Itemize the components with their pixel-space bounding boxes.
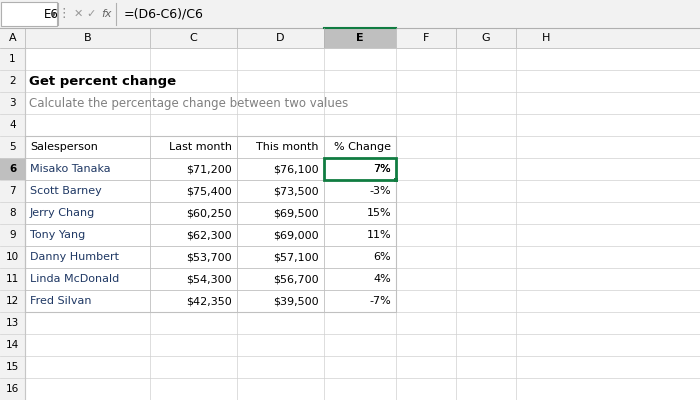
Text: Tony Yang: Tony Yang (30, 230, 85, 240)
Text: Calculate the percentage change between two values: Calculate the percentage change between … (29, 96, 349, 110)
Bar (1, 2, 57, 26)
Bar (0, 290, 25, 312)
Text: Salesperson: Salesperson (30, 142, 98, 152)
Bar (0, 114, 25, 136)
Text: F: F (423, 33, 429, 43)
Bar (0, 246, 25, 268)
Text: 3: 3 (9, 98, 16, 108)
Text: Linda McDonald: Linda McDonald (30, 274, 119, 284)
Bar (0, 48, 25, 70)
Text: 11%: 11% (366, 230, 391, 240)
Text: Last month: Last month (169, 142, 232, 152)
Text: G: G (482, 33, 490, 43)
Bar (25, 48, 700, 400)
Text: $75,400: $75,400 (186, 186, 232, 196)
Bar (0, 180, 25, 202)
Text: $69,500: $69,500 (274, 208, 319, 218)
Text: 13: 13 (6, 318, 19, 328)
Bar (0, 356, 25, 378)
Text: $39,500: $39,500 (274, 296, 319, 306)
Text: $71,200: $71,200 (186, 164, 232, 174)
Bar (0, 70, 25, 92)
Bar (0, 312, 25, 334)
Text: 6: 6 (9, 164, 16, 174)
Text: $73,500: $73,500 (274, 186, 319, 196)
Text: This month: This month (256, 142, 319, 152)
Bar (0, 92, 25, 114)
Text: 9: 9 (9, 230, 16, 240)
Text: Danny Humbert: Danny Humbert (30, 252, 119, 262)
Text: 15%: 15% (366, 208, 391, 218)
Text: 10: 10 (6, 252, 19, 262)
Text: fx: fx (101, 9, 111, 19)
Text: H: H (542, 33, 550, 43)
Bar (0, 0, 700, 28)
Text: ▾: ▾ (50, 10, 55, 20)
Text: 8: 8 (9, 208, 16, 218)
Text: % Change: % Change (334, 142, 391, 152)
Text: $69,000: $69,000 (274, 230, 319, 240)
Text: 7%: 7% (373, 164, 391, 174)
Text: C: C (190, 33, 197, 43)
Bar (0, 136, 25, 158)
Bar (0, 224, 25, 246)
Bar (0, 268, 25, 290)
Bar (324, 28, 396, 48)
Text: $62,300: $62,300 (186, 230, 232, 240)
Text: $53,700: $53,700 (186, 252, 232, 262)
Text: 1: 1 (9, 54, 16, 64)
Text: E6: E6 (44, 8, 59, 20)
Text: $57,100: $57,100 (274, 252, 319, 262)
Bar (0, 158, 25, 180)
Text: ✓: ✓ (86, 9, 96, 19)
Text: 5: 5 (9, 142, 16, 152)
Text: $56,700: $56,700 (274, 274, 319, 284)
Text: Jerry Chang: Jerry Chang (30, 208, 95, 218)
Text: ✕: ✕ (74, 9, 83, 19)
Text: 11: 11 (6, 274, 19, 284)
Text: 7: 7 (9, 186, 16, 196)
Text: 4%: 4% (373, 274, 391, 284)
Text: $54,300: $54,300 (186, 274, 232, 284)
Bar (0, 378, 25, 400)
Bar (0, 202, 25, 224)
Text: ⋮: ⋮ (57, 8, 70, 20)
Text: Fred Silvan: Fred Silvan (30, 296, 92, 306)
Text: Get percent change: Get percent change (29, 74, 176, 88)
Text: A: A (8, 33, 16, 43)
Text: E: E (356, 33, 364, 43)
Bar (25, 136, 396, 312)
Text: $42,350: $42,350 (186, 296, 232, 306)
Text: 15: 15 (6, 362, 19, 372)
Text: Scott Barney: Scott Barney (30, 186, 101, 196)
Text: 4: 4 (9, 120, 16, 130)
Text: D: D (276, 33, 285, 43)
Bar (0, 334, 25, 356)
Text: 7%: 7% (373, 164, 391, 174)
Text: $60,250: $60,250 (186, 208, 232, 218)
Text: -7%: -7% (370, 296, 391, 306)
Bar (0, 28, 700, 48)
Text: Misako Tanaka: Misako Tanaka (30, 164, 111, 174)
Text: 12: 12 (6, 296, 19, 306)
Text: 14: 14 (6, 340, 19, 350)
Text: =(D6-C6)/C6: =(D6-C6)/C6 (124, 8, 204, 20)
Text: 16: 16 (6, 384, 19, 394)
Text: $76,100: $76,100 (274, 164, 319, 174)
Text: -3%: -3% (370, 186, 391, 196)
Bar (324, 158, 396, 180)
Text: B: B (84, 33, 91, 43)
Text: 2: 2 (9, 76, 16, 86)
Text: 6%: 6% (373, 252, 391, 262)
Bar (394, 178, 398, 182)
